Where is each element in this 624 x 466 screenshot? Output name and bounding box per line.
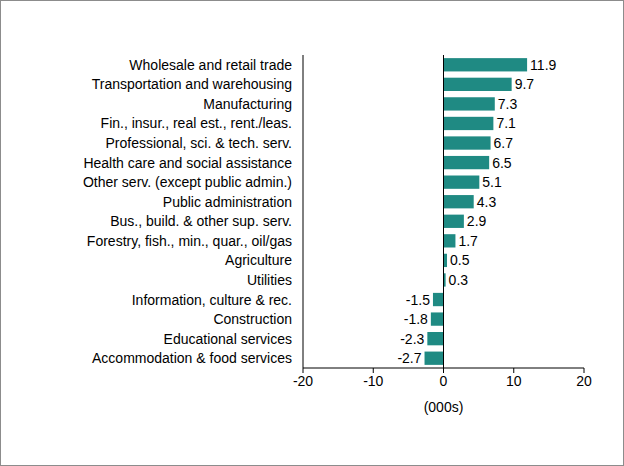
data-label: 7.3 xyxy=(498,96,518,112)
data-label: 5.1 xyxy=(482,174,502,190)
x-tick-label: 0 xyxy=(440,373,448,389)
zero-line xyxy=(443,55,444,368)
data-label: 2.9 xyxy=(467,213,487,229)
bar xyxy=(431,312,444,325)
data-label: 6.7 xyxy=(494,135,514,151)
category-label: Accommodation & food services xyxy=(92,350,292,366)
category-label: Manufacturing xyxy=(203,96,292,112)
bar xyxy=(444,156,490,169)
category-label: Forestry, fish., min., quar., oil/gas xyxy=(87,233,292,249)
bar xyxy=(444,136,491,149)
chart-wrap: -20 -10 0 10 20 (000s) Wholesale and retail tr… xyxy=(0,0,624,466)
chart: -20 -10 0 10 20 (000s) Wholesale and retail tr… xyxy=(0,0,624,466)
bar xyxy=(425,352,444,365)
x-tick-label: 10 xyxy=(506,373,522,389)
data-label: -2.7 xyxy=(397,350,421,366)
category-label: Public administration xyxy=(163,194,292,210)
x-tick-label: 20 xyxy=(576,373,592,389)
bar xyxy=(444,195,474,208)
outer-frame xyxy=(1,1,624,466)
x-axis-label: (000s) xyxy=(424,399,464,415)
category-label: Fin., insur., real est., rent./leas. xyxy=(101,115,292,131)
bar xyxy=(444,117,494,130)
category-label: Transportation and warehousing xyxy=(92,76,292,92)
data-label: -1.5 xyxy=(406,292,430,308)
data-label: 1.7 xyxy=(458,233,478,249)
category-label: Wholesale and retail trade xyxy=(129,57,292,73)
category-label: Construction xyxy=(213,311,292,327)
x-tick-label: -20 xyxy=(293,373,313,389)
data-label: 11.9 xyxy=(530,57,556,73)
left-axis xyxy=(303,55,304,368)
data-label: 4.3 xyxy=(477,194,497,210)
category-label: Professional, sci. & tech. serv. xyxy=(106,135,292,151)
data-label: 0.5 xyxy=(450,252,470,268)
bar xyxy=(444,97,495,110)
bars xyxy=(425,58,528,365)
category-label: Information, culture & rec. xyxy=(132,292,292,308)
data-label: -1.8 xyxy=(404,311,428,327)
data-label: 6.5 xyxy=(492,155,512,171)
data-label: 0.3 xyxy=(449,272,469,288)
bar xyxy=(444,215,464,228)
category-label: Utilities xyxy=(247,272,292,288)
category-label: Health care and social assistance xyxy=(83,155,292,171)
bar xyxy=(427,332,443,345)
bar xyxy=(444,78,512,91)
bar xyxy=(444,176,480,189)
category-label: Other serv. (except public admin.) xyxy=(83,174,292,190)
data-label: 7.1 xyxy=(496,115,516,131)
data-label: -2.3 xyxy=(400,331,424,347)
x-tick-label: -10 xyxy=(363,373,383,389)
category-label: Educational services xyxy=(164,331,292,347)
bar xyxy=(444,234,456,247)
category-label: Bus., build. & other sup. serv. xyxy=(110,213,292,229)
data-label: 9.7 xyxy=(515,76,535,92)
bar xyxy=(433,293,444,306)
category-label: Agriculture xyxy=(225,252,292,268)
bar xyxy=(444,58,528,71)
bar xyxy=(444,254,448,267)
